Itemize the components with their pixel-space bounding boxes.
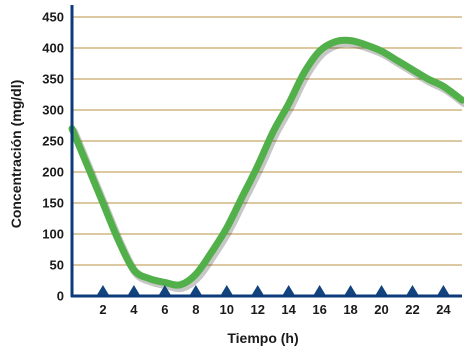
x-tick-label: 4 — [130, 302, 138, 317]
y-axis-title: Concentración (mg/dl) — [8, 80, 24, 229]
x-tick-label: 8 — [192, 302, 199, 317]
y-tick-label: 450 — [42, 10, 64, 25]
y-tick-label: 400 — [42, 41, 64, 56]
axes — [70, 5, 462, 298]
x-tick-label: 12 — [250, 302, 264, 317]
x-marker-triangle — [127, 285, 140, 295]
y-tick-label: 50 — [50, 258, 64, 273]
x-marker-triangle — [158, 285, 171, 295]
x-tick-label: 18 — [343, 302, 357, 317]
y-tick-label: 150 — [42, 196, 64, 211]
x-marker-triangle — [220, 285, 233, 295]
x-marker-triangle — [282, 285, 295, 295]
x-tick-label: 24 — [436, 302, 451, 317]
x-axis-markers — [96, 285, 450, 295]
y-tick-label: 0 — [57, 289, 64, 304]
x-marker-triangle — [96, 285, 109, 295]
x-tick-label: 10 — [220, 302, 234, 317]
x-tick-label: 6 — [161, 302, 168, 317]
x-marker-triangle — [189, 285, 202, 295]
y-tick-label: 250 — [42, 134, 64, 149]
y-tick-label: 300 — [42, 103, 64, 118]
series-line — [68, 36, 464, 289]
x-tick-label: 22 — [405, 302, 419, 317]
x-marker-triangle — [406, 285, 419, 295]
x-marker-triangle — [344, 285, 357, 295]
x-tick-labels: 2 4 6 8 10 12 14 16 18 20 22 24 — [99, 302, 451, 317]
x-tick-label: 2 — [99, 302, 106, 317]
plot-area — [68, 36, 464, 293]
x-marker-triangle — [437, 285, 450, 295]
x-marker-triangle — [375, 285, 388, 295]
y-tick-label: 100 — [42, 227, 64, 242]
y-tick-label: 350 — [42, 72, 64, 87]
series-line-shadow — [70, 39, 464, 293]
x-tick-label: 20 — [374, 302, 388, 317]
x-axis-title: Tiempo (h) — [227, 330, 298, 346]
x-tick-label: 14 — [281, 302, 296, 317]
y-tick-label: 200 — [42, 165, 64, 180]
x-marker-triangle — [251, 285, 264, 295]
y-tick-labels: 0 50 100 150 200 250 300 350 400 450 — [42, 10, 64, 304]
x-tick-label: 16 — [312, 302, 326, 317]
x-marker-triangle — [313, 285, 326, 295]
